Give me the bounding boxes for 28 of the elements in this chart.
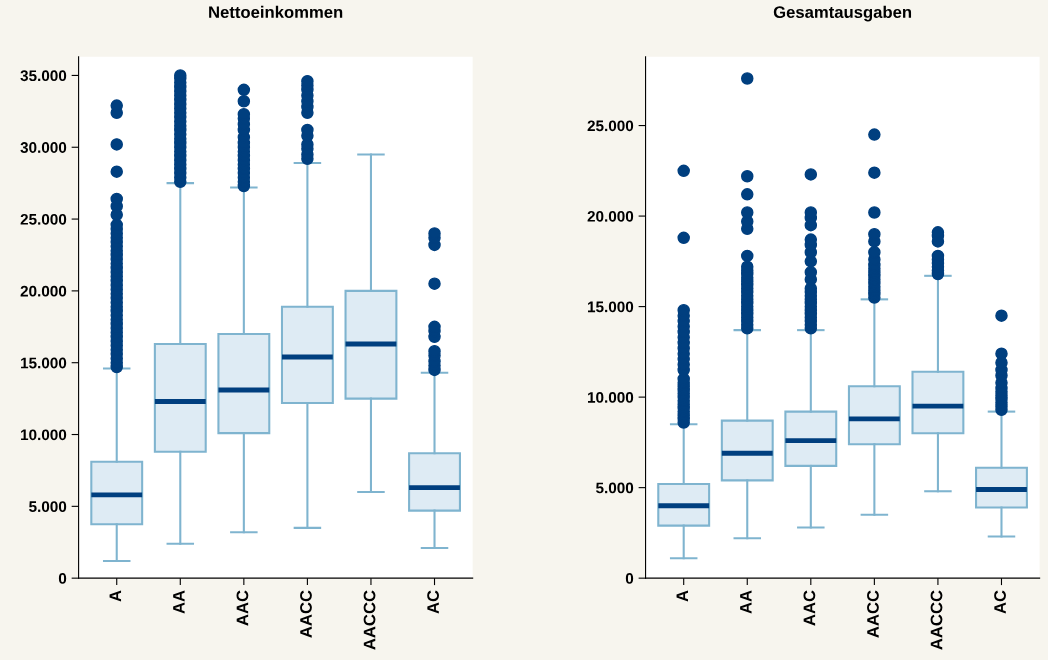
y-tick-label: 0 <box>625 573 634 584</box>
y-tick-label: 5.000 <box>29 501 67 513</box>
y-tick-label: 20.000 <box>587 210 634 222</box>
x-tick-label: AACCC <box>363 590 376 650</box>
x-tick-label: AC <box>994 590 1006 614</box>
y-tick-label: 10.000 <box>21 429 67 441</box>
x-tick-label: A <box>109 590 122 602</box>
x-tick-label: AC <box>427 590 439 614</box>
y-tick-label: 15.000 <box>588 301 634 313</box>
x-tick-label: AAC <box>236 590 249 626</box>
x-tick-label: AAC <box>803 590 816 626</box>
y-tick-label: 25.000 <box>20 213 67 225</box>
x-tick-label: A <box>676 590 689 602</box>
x-tick-label: AA <box>173 590 185 614</box>
y-tick-label: 25.000 <box>587 120 634 132</box>
chart-title: Gesamtausgaben <box>773 5 912 22</box>
x-tick-label: AA <box>740 590 752 614</box>
x-tick-label: AACC <box>867 590 879 638</box>
y-tick-label: 0 <box>58 573 67 584</box>
y-tick-label: 30.000 <box>20 142 67 153</box>
x-tick-label: AACCC <box>930 590 943 650</box>
y-tick-label: 20.000 <box>20 285 67 297</box>
y-tick-label: 15.000 <box>21 357 67 369</box>
y-tick-label: 10.000 <box>588 391 634 403</box>
y-tick-label: 35.000 <box>20 70 67 82</box>
chart-title: Nettoeinkommen <box>209 5 343 19</box>
x-tick-label: AACC <box>300 590 312 638</box>
y-tick-label: 5.000 <box>596 482 634 494</box>
